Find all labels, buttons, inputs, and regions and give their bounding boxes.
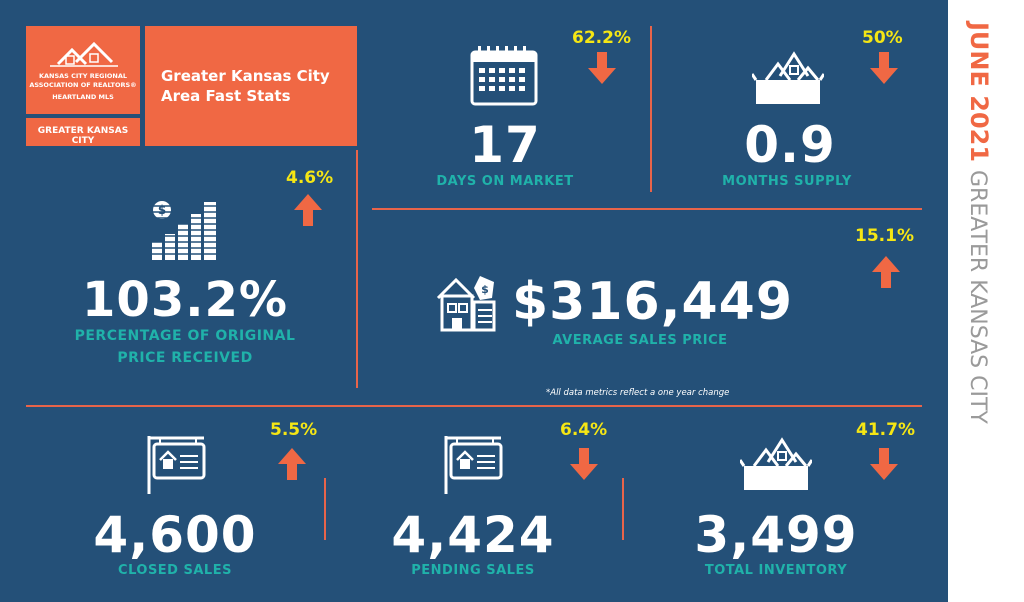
region-box: GREATER KANSAS CITY bbox=[26, 118, 140, 146]
footnote: *All data metrics reflect a one year cha… bbox=[546, 388, 730, 398]
months-supply-label: MONTHS SUPPLY bbox=[722, 174, 852, 189]
houses-box-icon bbox=[740, 437, 812, 490]
pct-original-price-label-1: PERCENTAGE OF ORIGINAL bbox=[74, 328, 296, 344]
closed-sales-value: 4,600 bbox=[93, 506, 257, 564]
avg-sales-price-label: AVERAGE SALES PRICE bbox=[552, 333, 728, 348]
logo-line-1: KANSAS CITY REGIONAL bbox=[38, 72, 128, 80]
money-bar-chart-icon: $ bbox=[150, 201, 220, 260]
house-price-tag-icon: $ bbox=[436, 276, 496, 332]
houses-logo-icon bbox=[50, 41, 118, 67]
days-on-market-value: 17 bbox=[469, 116, 541, 174]
total-inventory-label: TOTAL INVENTORY bbox=[704, 563, 848, 578]
arrow-up-icon bbox=[872, 256, 900, 288]
arrow-down-icon bbox=[570, 448, 598, 480]
arrow-down-icon bbox=[870, 448, 898, 480]
svg-text:$: $ bbox=[481, 283, 489, 296]
arrow-down-icon bbox=[588, 52, 616, 84]
pending-sales-label: PENDING SALES bbox=[411, 563, 535, 578]
divider-v-bottom-2 bbox=[622, 478, 624, 540]
closed-sales-label: CLOSED SALES bbox=[118, 563, 232, 578]
divider-v-left bbox=[356, 150, 358, 388]
sale-sign-icon bbox=[444, 436, 503, 494]
total-inventory-change: 41.7% bbox=[856, 420, 915, 440]
total-inventory-value: 3,499 bbox=[694, 506, 858, 564]
pending-sales-value: 4,424 bbox=[391, 506, 555, 564]
avg-sales-price-value: $316,449 bbox=[512, 272, 794, 332]
calendar-icon bbox=[470, 46, 538, 106]
days-on-market-label: DAYS ON MARKET bbox=[436, 174, 574, 189]
days-on-market-change: 62.2% bbox=[572, 28, 631, 48]
pending-sales-change: 6.4% bbox=[560, 420, 608, 440]
pct-original-price-label-2: PRICE RECEIVED bbox=[117, 350, 253, 366]
closed-sales-change: 5.5% bbox=[270, 420, 318, 440]
title-box: Greater Kansas City Area Fast Stats bbox=[145, 26, 357, 146]
sale-sign-icon bbox=[147, 436, 206, 494]
divider-h-mid bbox=[372, 208, 922, 210]
pct-original-price-change: 4.6% bbox=[286, 168, 334, 188]
logo-line-2: ASSOCIATION OF REALTORS® bbox=[29, 81, 137, 89]
pct-original-price-value: 103.2% bbox=[82, 272, 288, 328]
avg-sales-price-change: 15.1% bbox=[855, 226, 914, 246]
divider-v-bottom-1 bbox=[324, 478, 326, 540]
months-supply-value: 0.9 bbox=[744, 116, 836, 174]
houses-box-icon bbox=[752, 51, 824, 104]
region-box-label: GREATER KANSAS CITY bbox=[37, 126, 129, 146]
divider-h-bottom bbox=[26, 405, 922, 407]
arrow-up-icon bbox=[278, 448, 306, 480]
arrow-down-icon bbox=[870, 52, 898, 84]
svg-text:$: $ bbox=[158, 203, 166, 217]
months-supply-change: 50% bbox=[862, 28, 903, 48]
logo-line-3: HEARTLAND MLS bbox=[52, 93, 114, 101]
side-region: GREATER KANSAS CITY bbox=[965, 170, 990, 424]
arrow-up-icon bbox=[294, 194, 322, 226]
divider-v-top bbox=[650, 26, 652, 192]
logo-box: KANSAS CITY REGIONAL ASSOCIATION OF REAL… bbox=[26, 26, 140, 114]
page-title: Greater Kansas City Area Fast Stats bbox=[161, 67, 330, 105]
side-text: JUNE 2021 GREATER KANSAS CITY bbox=[965, 22, 1001, 582]
side-date: JUNE 2021 bbox=[965, 22, 993, 163]
